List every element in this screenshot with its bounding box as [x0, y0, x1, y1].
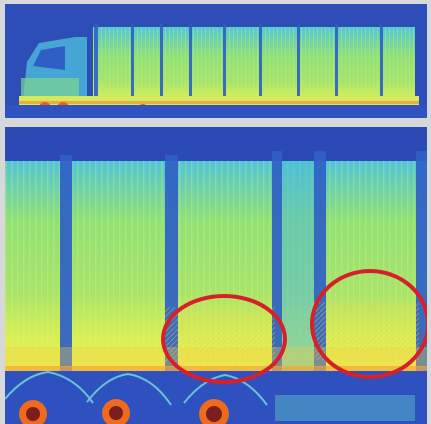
detail-xray-panel — [5, 127, 427, 424]
overview-xray-image — [5, 4, 427, 118]
overview-xray-panel — [5, 4, 427, 118]
detail-xray-image — [5, 127, 427, 424]
highlight-circle-left — [161, 294, 287, 384]
highlight-circle-right — [310, 269, 427, 379]
